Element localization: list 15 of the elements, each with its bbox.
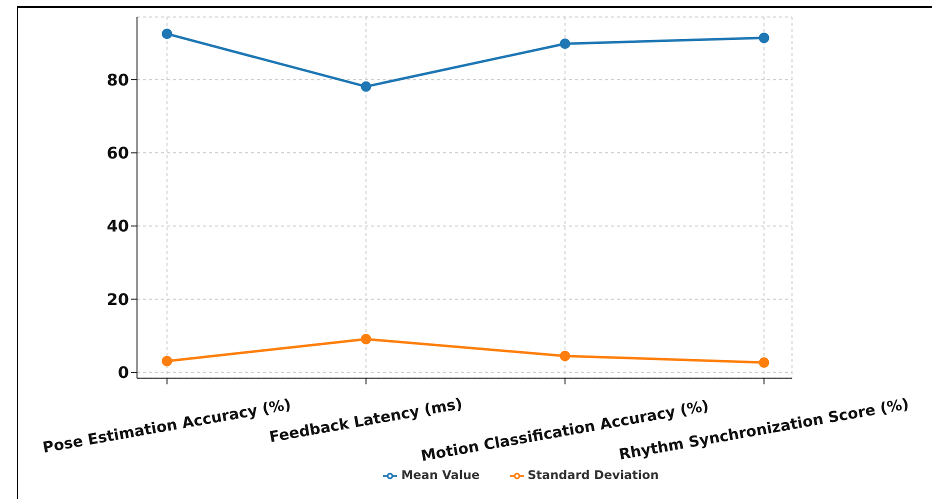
point [162,28,172,40]
y-tick-label: 80 [106,70,129,90]
y-tick-label: 0 [118,363,129,382]
point [360,81,372,92]
point [560,350,570,362]
point [758,357,770,368]
point [758,32,770,44]
legend-label: Standard Deviation [528,468,659,482]
y-tick-label: 60 [106,143,129,162]
y-tick-label: 20 [106,290,129,309]
point [360,334,372,344]
legend-label: Mean Value [401,468,480,482]
point [162,356,172,366]
point [560,38,570,49]
y-tick-label: 40 [106,216,129,236]
